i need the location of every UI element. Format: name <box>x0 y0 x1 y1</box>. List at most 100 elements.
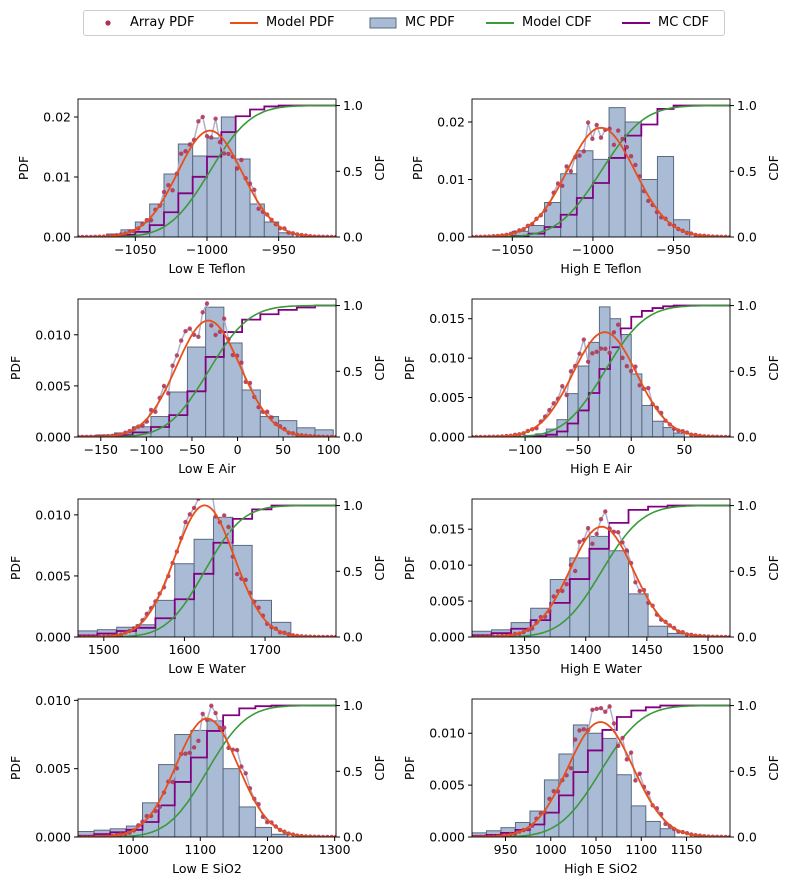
y-tick-label: 0.000 <box>429 430 465 445</box>
array-pdf-point <box>564 164 569 169</box>
array-pdf-point <box>222 151 227 156</box>
x-tick-label: 1500 <box>692 642 724 657</box>
array-pdf-point <box>196 738 201 743</box>
y2-tick-label: 0.5 <box>343 364 363 379</box>
mc-pdf-bar <box>206 720 224 837</box>
y2-tick-label: 0.0 <box>343 630 363 645</box>
array-pdf-point <box>204 134 210 139</box>
array-pdf-point <box>239 764 244 769</box>
y-tick-label: 0.000 <box>429 630 465 645</box>
model-pdf-line <box>78 319 336 437</box>
axes-frame <box>77 298 337 438</box>
array-pdf-point <box>183 751 188 756</box>
array-pdf-point <box>598 135 604 140</box>
array-pdf-point <box>585 525 591 531</box>
y-tick-label: 0.005 <box>429 594 465 609</box>
array-pdf-point <box>616 530 621 535</box>
array-pdf-point <box>568 765 574 771</box>
array-pdf-point <box>577 728 582 733</box>
array-pdf-point <box>568 369 574 374</box>
array-pdf-point <box>564 392 569 398</box>
array-pdf-point <box>577 153 582 158</box>
y2-axis-label: CDF <box>372 155 387 181</box>
y2-tick-label: 0.5 <box>737 764 757 779</box>
array-pdf-point <box>213 710 218 716</box>
x-tick-label: 1400 <box>570 642 602 657</box>
model-pdf-line <box>472 525 730 637</box>
mc-pdf-bar <box>222 768 240 837</box>
plot-area <box>78 499 336 637</box>
mc-cdf-step-line <box>472 504 730 637</box>
y2-tick-label: 1.0 <box>737 698 757 713</box>
mc-pdf-bar <box>641 404 653 437</box>
array-pdf-point <box>603 509 608 514</box>
x-tick-label: 1350 <box>509 642 541 657</box>
array-pdf-point <box>607 350 612 356</box>
array-pdf-point <box>191 505 197 511</box>
mc-pdf-bar <box>608 107 626 237</box>
y2-tick-label: 0.0 <box>737 230 757 245</box>
mc-pdf-bar <box>271 833 289 837</box>
array-pdf-point <box>191 745 197 750</box>
array-pdf-point <box>577 351 582 356</box>
array-pdf-point <box>551 594 556 599</box>
array-pdf-point <box>187 750 192 756</box>
mc-cdf-step-line <box>472 704 730 837</box>
array-pdf-point <box>196 334 201 339</box>
y2-axis-label: CDF <box>766 155 781 181</box>
model-pdf-line <box>472 331 730 437</box>
y-tick-label: 0.010 <box>35 507 71 522</box>
x-tick-label: 50 <box>275 442 291 457</box>
y-tick-label: 0.005 <box>35 378 71 393</box>
x-tick-label: −1050 <box>491 242 533 257</box>
axes-frame <box>471 298 731 438</box>
array-pdf-point <box>560 183 565 189</box>
y-axis-label: PDF <box>402 556 417 580</box>
array-pdf-point <box>183 149 188 154</box>
array-pdf-point <box>183 519 188 525</box>
x-tick-label: −1050 <box>114 242 156 257</box>
y-tick-label: 0.010 <box>429 726 465 741</box>
axes-frame <box>77 698 337 838</box>
y2-tick-label: 0.0 <box>737 430 757 445</box>
mc-cdf-step-line <box>78 104 336 237</box>
mc-pdf-bar <box>254 826 272 837</box>
mc-cdf-step-line <box>472 104 730 237</box>
array-pdf-point <box>590 707 595 713</box>
array-pdf-point <box>628 750 634 755</box>
array-pdf-point <box>633 162 638 168</box>
x-tick-label: 1000 <box>535 842 567 857</box>
array-pdf-point <box>577 539 582 544</box>
subplot-high-e-air: −100 −50 0 50 0.000 0.005 0.010 0.015 0.0 0.5 1.0 H… <box>402 298 781 476</box>
y2-axis-label: CDF <box>372 755 387 781</box>
x-tick-label: 950 <box>494 842 518 857</box>
subplot-low-e-air: −150 −100 −50 0 50 100 0.000 0.005 0.010 0.0 0.5 1.… <box>8 298 387 476</box>
array-pdf-point <box>624 757 629 762</box>
legend-label-mc-cdf: MC CDF <box>658 15 709 30</box>
array-pdf-point <box>196 499 201 501</box>
array-pdf-point <box>620 540 625 545</box>
array-pdf-point <box>616 322 621 327</box>
x-tick-label: −50 <box>565 442 591 457</box>
array-pdf-point <box>637 383 642 388</box>
array-pdf-point <box>200 711 205 717</box>
y2-axis-label: CDF <box>372 355 387 381</box>
x-axis-label: Low E Teflon <box>168 261 245 276</box>
array-pdf-point <box>234 166 240 171</box>
mc-pdf-bar <box>193 538 214 637</box>
axes-frame <box>471 98 731 238</box>
x-tick-label: 1450 <box>631 642 663 657</box>
model-pdf-line <box>78 717 336 837</box>
array-pdf-point <box>598 706 604 711</box>
y-tick-label: 0.005 <box>35 568 71 583</box>
array-pdf-point <box>157 804 162 810</box>
y-axis-label: PDF <box>16 156 31 180</box>
array-pdf-point <box>624 363 629 369</box>
mc-pdf-bar <box>238 806 256 837</box>
array-pdf-point <box>637 771 642 776</box>
array-pdf-point <box>594 349 599 354</box>
y-tick-label: 0.010 <box>429 351 465 366</box>
array-pdf-point <box>620 355 625 361</box>
array-pdf-point <box>213 332 218 338</box>
y2-tick-label: 0.5 <box>737 364 757 379</box>
